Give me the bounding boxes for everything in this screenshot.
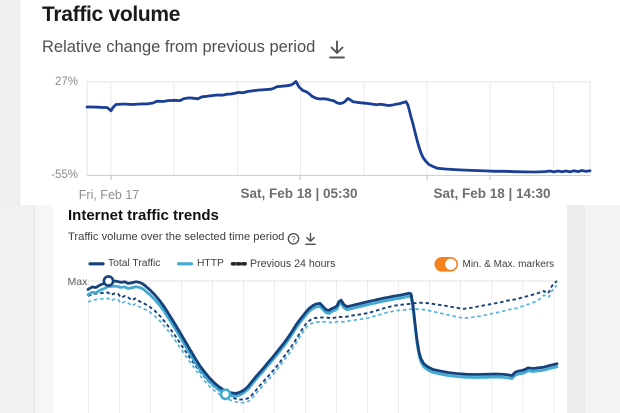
svg-text:?: ? xyxy=(291,235,296,244)
